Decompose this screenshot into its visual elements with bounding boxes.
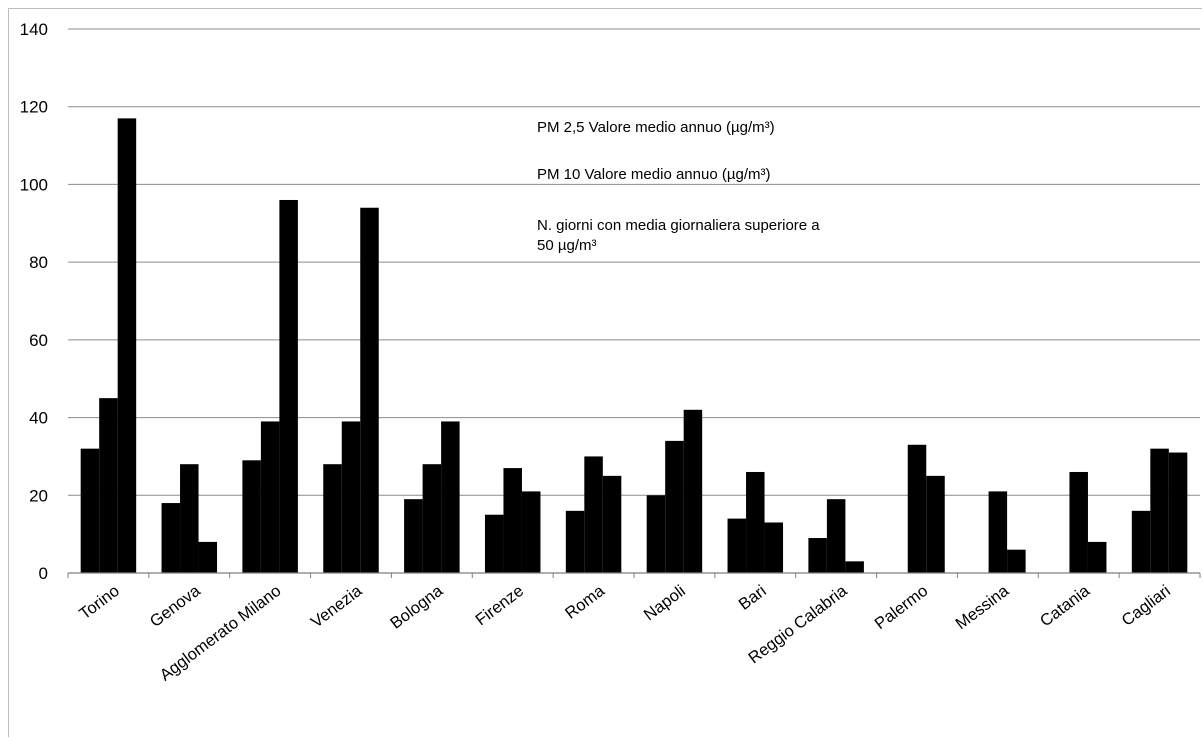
bar (161, 503, 181, 573)
bar (826, 499, 846, 573)
x-tick-label: Cagliari (1118, 582, 1174, 630)
bar (422, 464, 442, 573)
bar (665, 440, 684, 573)
bar (441, 421, 460, 573)
bar (117, 118, 137, 573)
bar (99, 398, 118, 573)
legend-entry: 50 µg/m³ (537, 237, 597, 254)
y-tick-label: 140 (20, 20, 48, 39)
bar (180, 464, 199, 573)
bar (242, 460, 261, 573)
y-axis-ticks: 0 20 40 60 80 100 120 140 (20, 20, 48, 583)
bar (683, 409, 703, 573)
y-tick-label: 120 (20, 98, 48, 117)
legend-entry: PM 2,5 Valore medio annuo (µg/m³) (537, 119, 775, 136)
bar (1007, 549, 1026, 573)
x-tick-label: Napoli (641, 582, 689, 625)
bars (80, 118, 1188, 573)
bar (521, 491, 541, 573)
bar (602, 475, 622, 573)
x-axis (67, 572, 1201, 578)
chart-frame (8, 8, 1202, 737)
x-tick-label: Palermo (871, 582, 931, 633)
y-tick-label: 80 (29, 253, 48, 272)
bar (584, 456, 603, 573)
x-tick-label: Catania (1037, 581, 1094, 630)
x-tick-label: Bologna (387, 581, 447, 632)
bar (404, 499, 423, 573)
x-tick-label: Bari (735, 582, 769, 614)
bar (565, 510, 585, 573)
x-tick-label: Messina (952, 581, 1013, 633)
bar (1087, 541, 1107, 573)
y-tick-label: 60 (29, 331, 48, 350)
bar (484, 514, 504, 573)
bar (503, 468, 522, 573)
legend-entry: PM 10 Valore medio annuo (µg/m³) (537, 166, 770, 183)
x-tick-label: Torino (76, 582, 123, 623)
bar (988, 491, 1008, 573)
x-tick-label: Genova (147, 581, 205, 631)
bar (1131, 510, 1151, 573)
legend-entry: N. giorni con media giornaliera superior… (537, 217, 820, 234)
y-tick-label: 20 (29, 486, 48, 505)
bar (198, 541, 218, 573)
x-tick-label: Roma (562, 581, 609, 622)
bar (646, 495, 666, 573)
bar (279, 199, 298, 573)
bar (341, 421, 361, 573)
bar (260, 421, 280, 573)
bar (808, 538, 827, 573)
bar (926, 475, 945, 573)
bar (1150, 448, 1169, 573)
x-tick-label: Firenze (472, 582, 527, 629)
gridlines (68, 28, 1200, 496)
bar (360, 207, 379, 573)
y-tick-label: 0 (39, 564, 48, 583)
y-tick-label: 40 (29, 409, 48, 428)
bar (80, 448, 100, 573)
legend: PM 2,5 Valore medio annuo (µg/m³) PM 10 V… (537, 119, 820, 254)
y-tick-label: 100 (20, 175, 48, 194)
bar (764, 522, 784, 573)
bar (323, 464, 342, 573)
bar (845, 561, 864, 573)
bar (1069, 471, 1088, 573)
x-tick-label: Venezia (308, 581, 366, 631)
bar (727, 518, 747, 573)
bar (1168, 452, 1188, 573)
bar (746, 471, 765, 573)
bar (907, 444, 927, 573)
